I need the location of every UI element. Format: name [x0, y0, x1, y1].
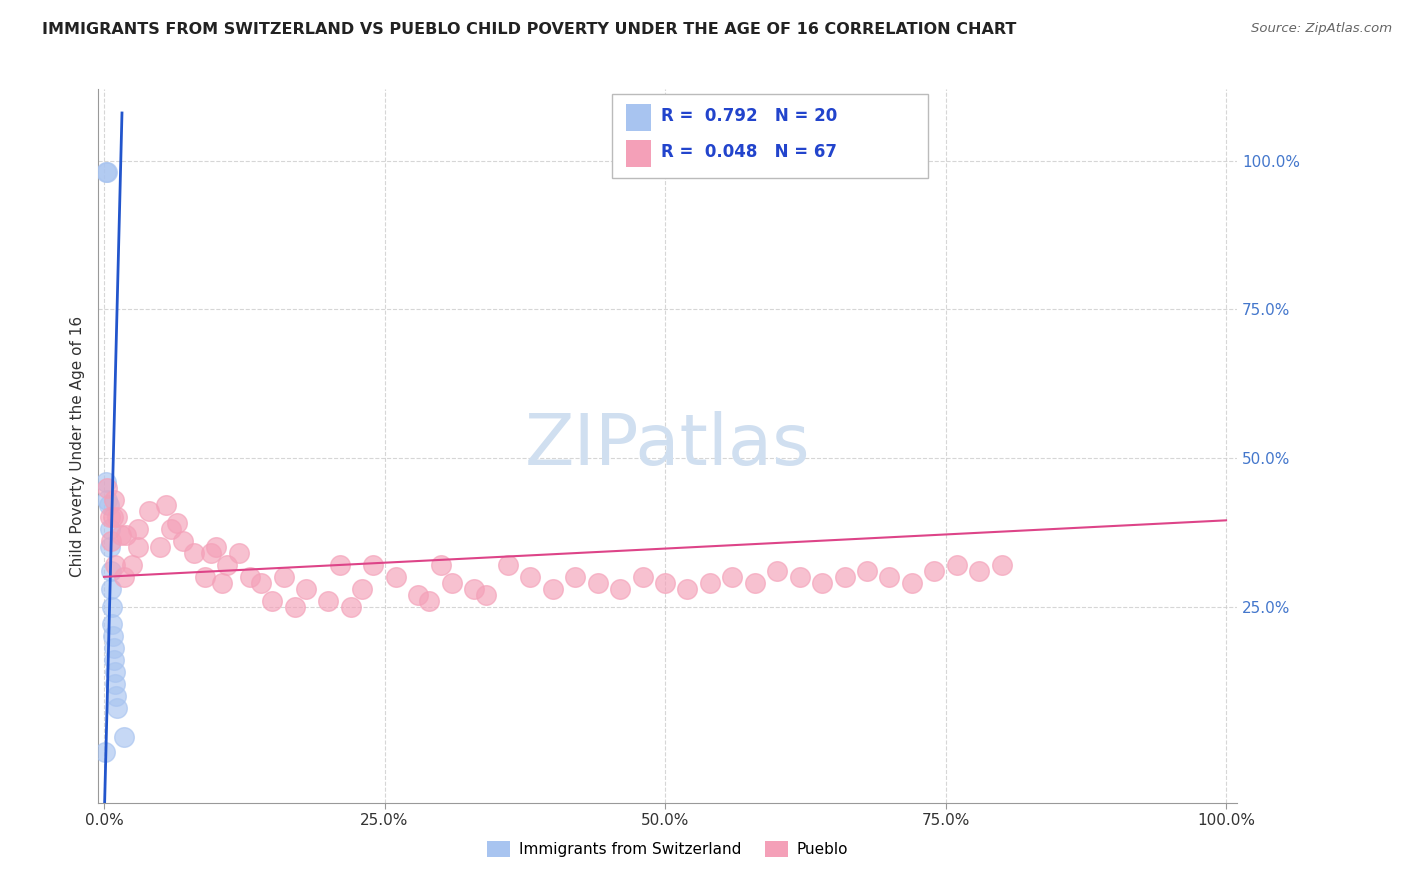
Point: [429, 558, 451, 572]
Point: [101, 599, 124, 614]
Point: [217, 558, 239, 572]
Point: [541, 582, 564, 596]
Point: [98, 540, 121, 554]
Point: [228, 546, 250, 560]
Point: [340, 599, 363, 614]
Point: [440, 575, 463, 590]
Point: [96, 475, 118, 489]
Point: [194, 570, 217, 584]
Point: [121, 558, 143, 572]
Point: [418, 593, 440, 607]
Point: [363, 558, 385, 572]
Point: [384, 570, 406, 584]
Point: [834, 570, 856, 584]
Point: [676, 582, 699, 596]
Point: [103, 492, 125, 507]
Point: [318, 593, 340, 607]
Point: [101, 510, 124, 524]
Point: [879, 570, 901, 584]
Text: IMMIGRANTS FROM SWITZERLAND VS PUEBLO CHILD POVERTY UNDER THE AGE OF 16 CORRELAT: IMMIGRANTS FROM SWITZERLAND VS PUEBLO CH…: [42, 22, 1017, 37]
Point: [924, 564, 946, 578]
Point: [104, 677, 127, 691]
Point: [160, 522, 183, 536]
Point: [721, 570, 744, 584]
Point: [519, 570, 541, 584]
Point: [112, 731, 135, 745]
Point: [101, 617, 124, 632]
Point: [96, 492, 118, 507]
Point: [564, 570, 586, 584]
Point: [295, 582, 318, 596]
Text: Source: ZipAtlas.com: Source: ZipAtlas.com: [1251, 22, 1392, 36]
Point: [110, 528, 132, 542]
Point: [352, 582, 374, 596]
Point: [766, 564, 789, 578]
Point: [329, 558, 352, 572]
Point: [200, 546, 222, 560]
Text: R =  0.792   N = 20: R = 0.792 N = 20: [661, 107, 837, 125]
Point: [856, 564, 879, 578]
Point: [115, 528, 138, 542]
Point: [96, 165, 118, 179]
Point: [96, 165, 118, 179]
Text: R =  0.048   N = 67: R = 0.048 N = 67: [661, 143, 837, 161]
Point: [101, 629, 124, 643]
Point: [97, 499, 120, 513]
Point: [654, 575, 676, 590]
Point: [100, 564, 122, 578]
Point: [990, 558, 1012, 572]
Point: [166, 516, 188, 531]
Point: [138, 504, 160, 518]
Point: [211, 575, 233, 590]
Point: [262, 593, 284, 607]
Point: [96, 481, 118, 495]
Point: [104, 665, 127, 679]
Point: [103, 641, 125, 656]
Point: [474, 588, 496, 602]
Point: [107, 510, 129, 524]
Point: [945, 558, 967, 572]
Point: [631, 570, 654, 584]
Point: [901, 575, 924, 590]
Point: [273, 570, 295, 584]
Point: [789, 570, 811, 584]
Point: [586, 575, 609, 590]
Point: [699, 575, 721, 590]
Point: [100, 534, 122, 549]
Point: [127, 540, 149, 554]
Point: [183, 546, 205, 560]
Point: [284, 599, 307, 614]
Point: [811, 575, 834, 590]
Point: [205, 540, 228, 554]
Point: [744, 575, 766, 590]
Y-axis label: Child Poverty Under the Age of 16: Child Poverty Under the Age of 16: [69, 316, 84, 576]
Text: ZIPatlas: ZIPatlas: [524, 411, 811, 481]
Point: [463, 582, 485, 596]
Point: [149, 540, 172, 554]
Point: [967, 564, 990, 578]
Point: [406, 588, 429, 602]
Legend: Immigrants from Switzerland, Pueblo: Immigrants from Switzerland, Pueblo: [481, 835, 855, 863]
Point: [103, 653, 125, 667]
Point: [127, 522, 149, 536]
Point: [239, 570, 262, 584]
Point: [172, 534, 194, 549]
Point: [104, 558, 127, 572]
Point: [250, 575, 273, 590]
Point: [112, 570, 135, 584]
Point: [98, 510, 121, 524]
Point: [98, 522, 121, 536]
Point: [100, 582, 122, 596]
Point: [609, 582, 631, 596]
Point: [107, 700, 129, 714]
Point: [94, 745, 117, 759]
Point: [105, 689, 128, 703]
Point: [155, 499, 177, 513]
Point: [496, 558, 519, 572]
